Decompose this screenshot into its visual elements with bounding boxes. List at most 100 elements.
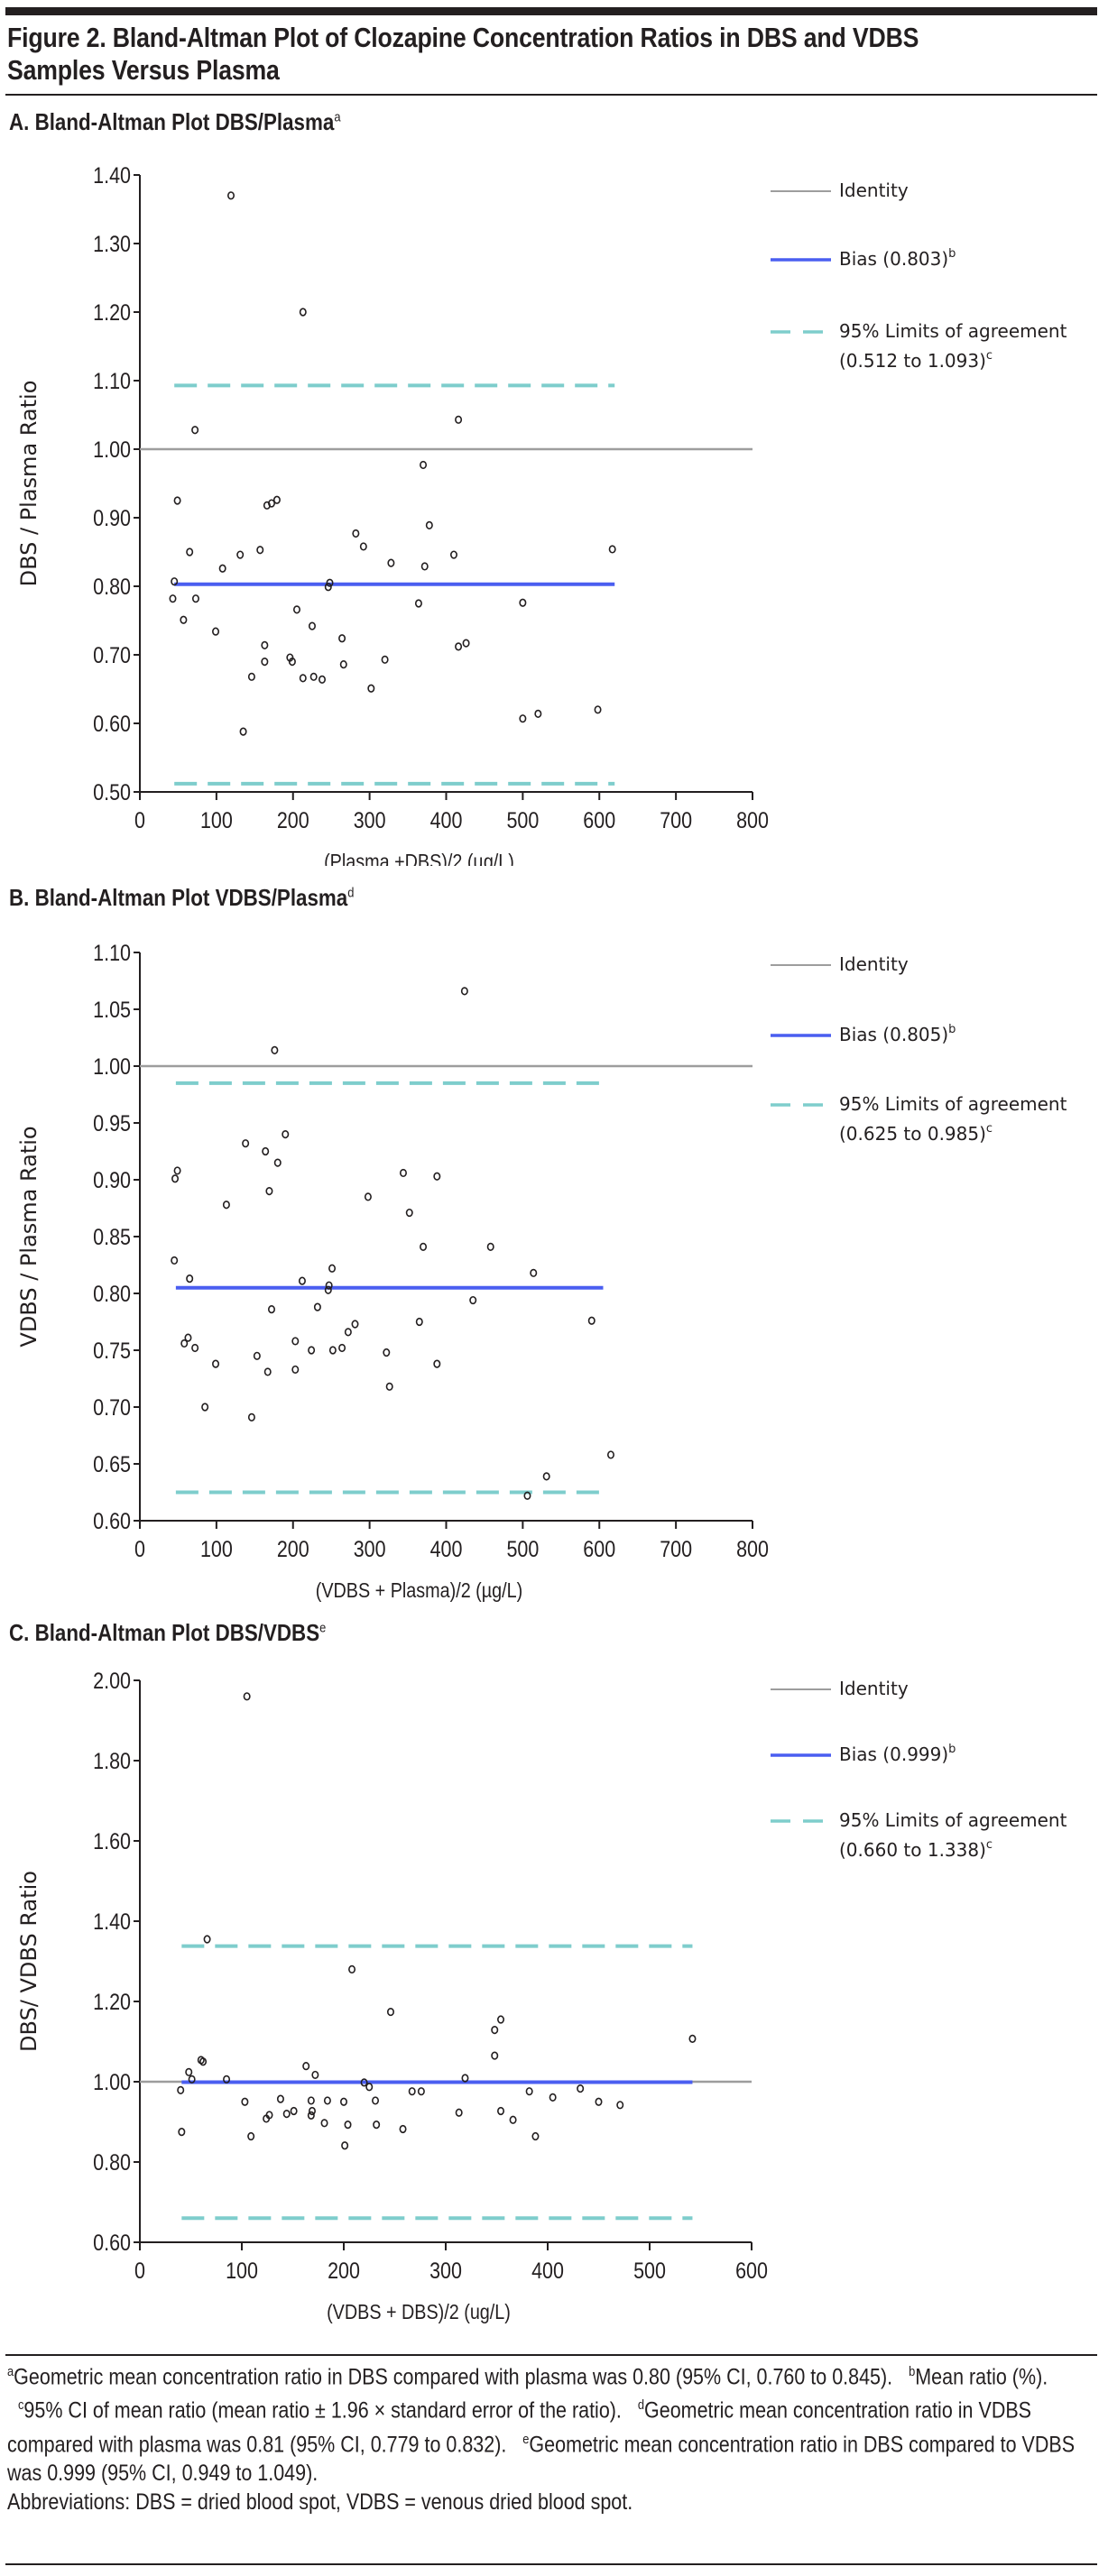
y-tick-label: 1.20 <box>93 299 131 325</box>
data-point <box>486 1242 494 1251</box>
x-tick-label: 600 <box>735 2258 768 2283</box>
data-point <box>263 1367 272 1376</box>
x-tick-label: 100 <box>200 807 233 833</box>
data-point <box>223 2075 231 2084</box>
data-point <box>344 2121 352 2130</box>
data-point <box>188 2075 196 2084</box>
data-point <box>178 2128 186 2137</box>
x-tick-label: 300 <box>354 807 386 833</box>
data-point <box>212 627 220 636</box>
data-point <box>344 1328 352 1337</box>
legend-label: Bias (0.999)b <box>839 1743 956 1765</box>
y-tick-label: 0.70 <box>93 1394 131 1420</box>
panel-c-title-sup: e <box>319 1620 327 1636</box>
data-point <box>307 2096 315 2105</box>
data-point <box>325 1281 333 1290</box>
x-tick-label: 100 <box>226 2258 258 2283</box>
data-point <box>519 714 527 723</box>
data-point <box>491 2025 499 2035</box>
data-point <box>328 1264 337 1273</box>
data-point <box>386 2007 394 2017</box>
data-point <box>247 2131 255 2141</box>
y-tick-label: 0.80 <box>93 2149 131 2175</box>
x-tick-label: 300 <box>429 2258 462 2283</box>
legend-superscript: c <box>986 349 993 363</box>
data-point <box>263 2114 271 2123</box>
data-point <box>171 577 179 586</box>
data-point <box>319 675 327 684</box>
data-point <box>688 2034 697 2043</box>
data-point <box>408 2087 416 2096</box>
data-point <box>272 495 281 504</box>
data-point <box>267 499 275 508</box>
data-point <box>373 2121 381 2130</box>
data-point <box>320 2119 328 2128</box>
data-point <box>239 727 247 736</box>
data-point <box>247 1412 255 1421</box>
data-point <box>341 2141 349 2150</box>
footnote-d: Geometric mean concentration ratio in VD… <box>7 2397 1032 2457</box>
data-point <box>381 655 389 664</box>
data-point <box>525 2087 533 2096</box>
panel-b-title-sup: d <box>347 885 355 901</box>
data-point <box>203 1935 211 1944</box>
y-tick-label: 0.60 <box>93 2230 131 2255</box>
figure-top-bar <box>5 7 1097 15</box>
data-point <box>462 639 470 648</box>
x-tick-label: 500 <box>633 2258 666 2283</box>
data-point <box>326 578 334 587</box>
data-point <box>420 1242 428 1251</box>
panel-c-title-text: C. Bland-Altman Plot DBS/VDBS <box>9 1619 320 1646</box>
legend-label: Identity <box>839 1678 909 1699</box>
data-point <box>461 2074 469 2083</box>
data-point <box>387 558 395 567</box>
x-tick-label: 600 <box>583 1536 615 1561</box>
data-point <box>365 2083 374 2092</box>
y-tick-label: 0.90 <box>93 505 131 530</box>
y-tick-label: 1.05 <box>93 997 131 1022</box>
data-point <box>184 1333 192 1342</box>
data-point <box>549 2093 557 2102</box>
y-tick-label: 1.00 <box>93 2069 131 2094</box>
data-point <box>352 529 360 538</box>
data-point <box>324 583 332 592</box>
data-point <box>339 660 347 669</box>
x-tick-label: 400 <box>430 807 463 833</box>
data-point <box>290 2106 298 2116</box>
legend-label: 95% Limits of agreement <box>839 1809 1067 1831</box>
data-point <box>265 1186 273 1196</box>
data-point <box>359 542 367 551</box>
footnote-rule-top <box>5 2354 1097 2356</box>
data-point <box>171 1174 180 1183</box>
data-point <box>191 426 199 435</box>
y-tick-label: 1.20 <box>93 1989 131 2014</box>
y-tick-label: 1.60 <box>93 1828 131 1854</box>
data-point <box>180 1339 189 1348</box>
y-tick-label: 0.85 <box>93 1224 131 1249</box>
x-tick-label: 200 <box>328 2258 360 2283</box>
y-tick-label: 1.80 <box>93 1748 131 1773</box>
legend-label-range: (0.660 to 1.338)c <box>839 1838 993 1861</box>
legend-label-range: (0.625 to 0.985)c <box>839 1122 993 1145</box>
footnote-a: Geometric mean concentration ratio in DB… <box>14 2364 893 2390</box>
data-point <box>262 1146 270 1156</box>
footnotes: aGeometric mean concentration ratio in D… <box>7 2358 1094 2516</box>
data-point <box>519 598 527 607</box>
data-point <box>177 2085 185 2094</box>
data-point <box>372 2096 380 2105</box>
title-rule <box>5 94 1097 96</box>
data-point <box>587 1316 596 1325</box>
data-point <box>291 1337 300 1346</box>
y-tick-label: 0.50 <box>93 779 131 805</box>
data-point <box>542 1472 550 1481</box>
data-point <box>243 1692 251 1701</box>
data-point <box>531 2131 540 2141</box>
data-point <box>308 1346 316 1355</box>
y-tick-label: 1.30 <box>93 231 131 256</box>
y-tick-label: 0.95 <box>93 1110 131 1136</box>
data-point <box>276 2094 284 2103</box>
y-tick-label: 0.60 <box>93 711 131 736</box>
y-tick-label: 0.65 <box>93 1451 131 1477</box>
footnote-c: 95% CI of mean ratio (mean ratio ± 1.96 … <box>23 2397 622 2424</box>
data-point <box>173 1166 181 1175</box>
